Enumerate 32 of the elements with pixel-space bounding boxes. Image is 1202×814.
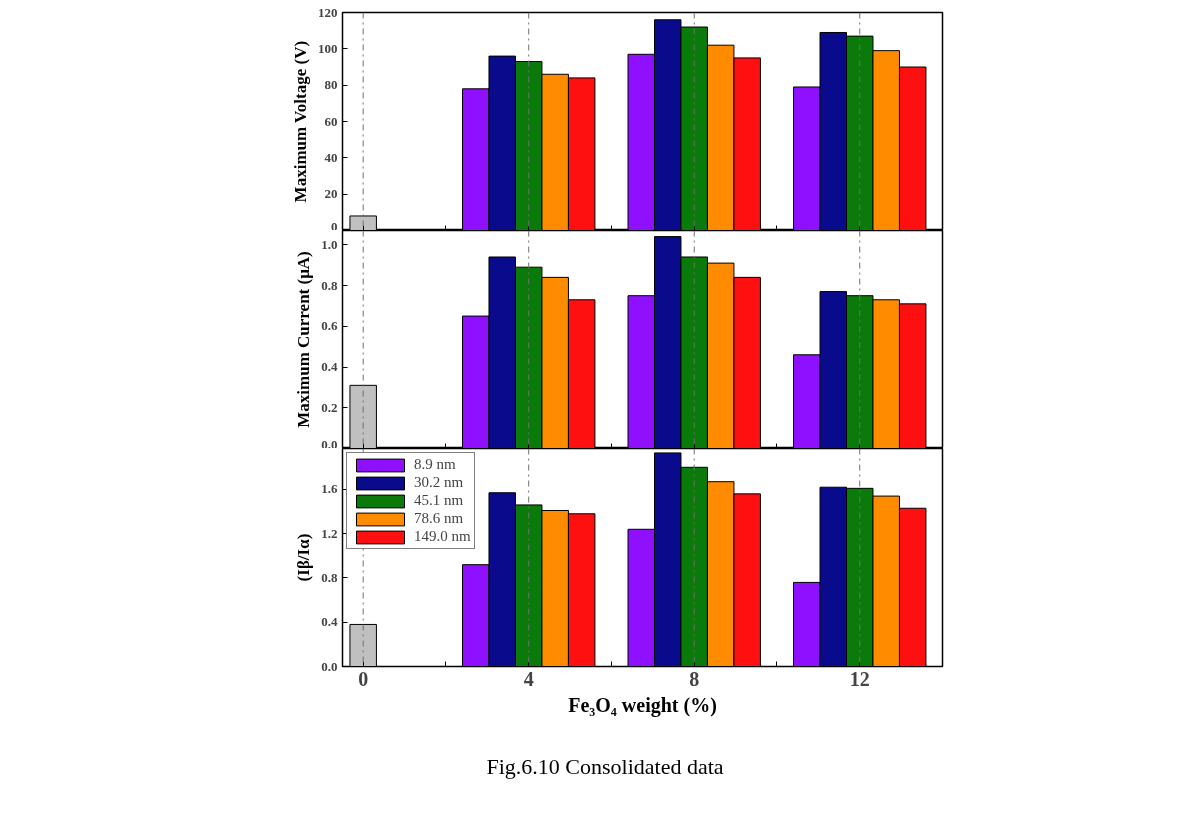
x-tick-label: 0: [358, 667, 369, 690]
y-axis-title: (Iβ/Iα): [294, 533, 314, 582]
y-tick-label: 20: [324, 186, 338, 202]
y-tick-label: 0.6: [321, 318, 338, 334]
y-tick-label: 60: [324, 113, 338, 129]
caption: Fig.6.10 Consolidated data: [486, 753, 724, 781]
y-tick-label: 0.8: [321, 277, 338, 293]
legend-label: 78.6 nm: [414, 510, 464, 527]
y-tick-label: 0.8: [321, 569, 338, 585]
y-tick-label: 0.0: [321, 436, 338, 452]
y-tick-label: 40: [324, 149, 338, 165]
y-tick-label: 1.2: [321, 525, 338, 541]
y-axis-title: Maximum Current (μA): [294, 251, 314, 428]
x-tick-label: 4: [523, 667, 534, 690]
legend-label: 149.0 nm: [414, 528, 471, 545]
x-axis-title: Fe₃O₄ weight (%): [568, 693, 717, 717]
legend-label: 30.2 nm: [414, 474, 464, 491]
y-tick-label: 120: [318, 4, 338, 20]
y-tick-label: 0.0: [321, 658, 338, 674]
y-tick-label: 1.0: [321, 236, 338, 252]
y-tick-label: 0: [331, 218, 338, 234]
x-tick-label: 12: [849, 667, 870, 690]
y-tick-label: 0.4: [321, 359, 338, 374]
legend-label: 45.1 nm: [414, 492, 464, 509]
y-tick-label: 0.4: [321, 614, 338, 630]
x-tick-label: 8: [689, 667, 700, 690]
legend-label: 8.9 nm: [414, 456, 456, 473]
y-tick-label: 0.2: [321, 399, 338, 415]
y-tick-label: 100: [318, 40, 338, 56]
y-tick-label: 80: [324, 77, 338, 93]
y-tick-label: 1.6: [321, 481, 338, 497]
y-axis-title: Maximum Voltage (V): [291, 40, 310, 203]
